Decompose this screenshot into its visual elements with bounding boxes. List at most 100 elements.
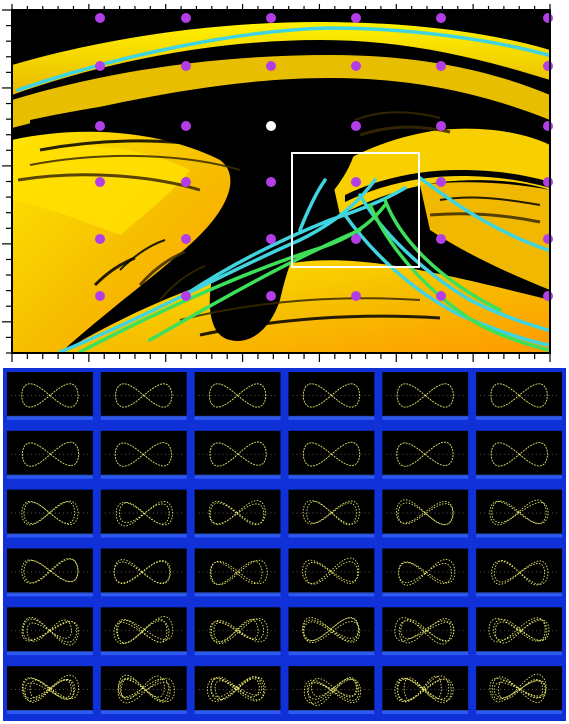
orbit-figure-eight <box>117 674 175 704</box>
grid-point <box>543 234 553 244</box>
orbit-cell-background <box>194 607 281 653</box>
orbit-cell-background <box>194 548 281 594</box>
orbit-cell <box>476 548 562 597</box>
orbit-cell-strip <box>100 533 187 538</box>
orbit-cell-strip <box>288 474 375 479</box>
grid-point <box>95 234 105 244</box>
highlighted-grid-point <box>266 121 276 131</box>
grid-point <box>181 177 191 187</box>
orbit-cell <box>382 372 469 420</box>
grid-point <box>543 291 553 301</box>
orbit-cell-strip <box>194 474 281 479</box>
orbit-cell <box>194 548 281 597</box>
orbit-cell-strip <box>7 415 93 420</box>
plot-axes <box>2 4 551 362</box>
fractal-streak <box>354 111 441 121</box>
orbit-cell-strip <box>288 533 375 538</box>
orbit-figure-eight <box>490 442 548 467</box>
grid-point <box>181 121 191 131</box>
orbit-cell <box>194 489 281 538</box>
orbit-cell-strip <box>194 533 281 538</box>
sample-grid-points <box>95 13 553 301</box>
orbit-cell <box>288 607 375 656</box>
green-curve-4 <box>383 198 502 312</box>
orbit-figure-eight <box>209 618 269 645</box>
grid-point <box>351 121 361 131</box>
orbit-cell <box>100 607 187 656</box>
orbit-cell-strip <box>382 651 469 656</box>
orbit-figure-eight <box>491 560 549 586</box>
orbit-cell-strip <box>288 651 375 656</box>
orbit-cell <box>288 489 375 538</box>
grid-point <box>95 13 105 23</box>
orbit-figure-eight <box>394 675 454 703</box>
orbit-cell <box>7 607 93 656</box>
grid-point <box>181 61 191 71</box>
orbit-cell-strip <box>7 533 93 538</box>
orbit-cell <box>288 372 375 420</box>
orbit-grid-canvas <box>7 372 562 714</box>
grid-point <box>266 13 276 23</box>
orbit-cell-background <box>476 372 562 417</box>
orbit-cell <box>382 548 469 597</box>
fractal-streak <box>429 212 541 224</box>
orbit-figure-eight <box>21 558 79 584</box>
orbit-figure-eight <box>21 441 80 467</box>
orbit-cell <box>476 489 562 538</box>
orbit-cell-background <box>476 430 562 476</box>
grid-point <box>351 177 361 187</box>
orbit-cell-strip <box>288 415 375 420</box>
grid-point <box>351 61 361 71</box>
grid-point <box>436 234 446 244</box>
fractal-streak <box>17 173 201 192</box>
grid-point <box>266 61 276 71</box>
orbit-cell-strip <box>100 415 187 420</box>
fractal-streak <box>179 297 421 321</box>
orbit-cell <box>7 430 93 479</box>
orbit-cell-strip <box>476 592 562 597</box>
orbit-cell-background <box>382 372 469 417</box>
orbit-cell-background <box>194 372 281 417</box>
right-basin-arm-stripe <box>345 170 550 202</box>
orbit-figure-eight <box>489 499 549 526</box>
orbit-cell-strip <box>7 710 93 714</box>
grid-point <box>266 177 276 187</box>
orbit-figure-eight <box>302 557 360 585</box>
basin-plot <box>2 4 553 362</box>
orbit-cell-strip <box>100 474 187 479</box>
orbit-figure-eight <box>396 499 454 526</box>
orbit-figure-eight <box>115 501 173 527</box>
fractal-streak <box>93 256 136 287</box>
orbit-cell <box>382 666 469 714</box>
orbit-cell <box>476 372 562 420</box>
orbit-cell <box>7 666 93 714</box>
orbit-cell-strip <box>476 415 562 420</box>
upper-basin-stripe <box>30 91 550 138</box>
grid-point <box>266 291 276 301</box>
orbit-cell <box>382 430 469 479</box>
green-curve-2 <box>148 228 362 342</box>
orbit-cell <box>476 666 562 714</box>
fractal-streak <box>119 239 166 271</box>
central-dark-region <box>209 104 357 341</box>
orbit-cell <box>194 607 281 656</box>
orbit-cell-background <box>288 430 375 476</box>
orbit-cell-strip <box>476 474 562 479</box>
cyan-curve-top <box>16 26 550 92</box>
orbit-figure-eight <box>113 616 174 645</box>
orbit-cell-strip <box>194 710 281 714</box>
orbit-cell-strip <box>7 651 93 656</box>
orbit-cell-strip <box>7 592 93 597</box>
cyan-curve-3 <box>298 178 327 232</box>
orbit-figure-eight <box>208 383 267 408</box>
orbit-figure-eight <box>21 383 79 408</box>
cyan-curve-6 <box>418 176 550 252</box>
orbit-cell-background <box>382 430 469 476</box>
cyan-curve-5 <box>343 213 550 347</box>
orbit-cell <box>288 430 375 479</box>
green-curve-3 <box>368 203 550 352</box>
orbit-cell <box>100 548 187 597</box>
orbit-cell-strip <box>382 415 469 420</box>
orbit-cell-strip <box>382 533 469 538</box>
grid-point <box>181 291 191 301</box>
